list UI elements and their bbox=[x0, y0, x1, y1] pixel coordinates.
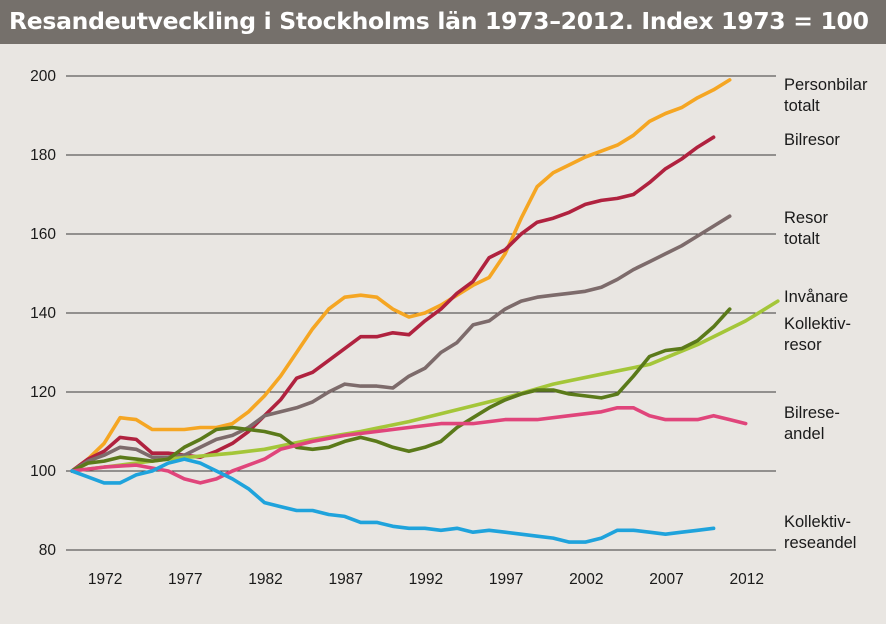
y-tick-label-120: 120 bbox=[30, 384, 56, 401]
x-tick-label-1987: 1987 bbox=[328, 571, 362, 588]
x-tick-label-1972: 1972 bbox=[88, 571, 122, 588]
x-tick-label-2002: 2002 bbox=[569, 571, 603, 588]
series-label-bilreseandel: Bilrese-andel bbox=[784, 404, 840, 443]
x-axis-ticks: 1972 1977 1982 1987 1992 1997 2002 2007 2012 bbox=[88, 571, 764, 588]
y-tick-label-100: 100 bbox=[30, 463, 56, 480]
series-line-kollektivreseandel bbox=[70, 457, 716, 544]
series-label-bilresor: Bilresor bbox=[784, 131, 840, 149]
series-line-bilreseandel bbox=[70, 406, 748, 485]
x-tick-label-1977: 1977 bbox=[168, 571, 202, 588]
chart-title: Resandeutveckling i Stockholms län 1973–… bbox=[9, 7, 869, 35]
series-line-kollektivresor bbox=[70, 307, 732, 473]
y-tick-label-140: 140 bbox=[30, 305, 56, 322]
series-label-kollektivresor: Kollektiv-resor bbox=[784, 315, 851, 354]
series-line-resor-totalt bbox=[70, 214, 732, 473]
series-label-invånare: Invånare bbox=[784, 288, 848, 306]
series-label-kollektivreseandel: Kollektiv-reseandel bbox=[784, 513, 856, 552]
y-tick-label-180: 180 bbox=[30, 147, 56, 164]
x-tick-label-2012: 2012 bbox=[729, 571, 763, 588]
title-bar: Resandeutveckling i Stockholms län 1973–… bbox=[0, 0, 886, 44]
series-lines bbox=[70, 78, 780, 544]
series-labels: Personbilar totalt Bilresor Resor totalt Invå… bbox=[784, 76, 868, 552]
gridlines bbox=[66, 75, 776, 551]
y-tick-label-160: 160 bbox=[30, 226, 56, 243]
series-line-personbilar-totalt bbox=[70, 78, 732, 473]
y-axis-ticks: 80 100 120 140 160 180 200 bbox=[30, 68, 56, 559]
y-tick-label-80: 80 bbox=[39, 542, 57, 559]
series-line-bilresor bbox=[70, 135, 716, 473]
y-tick-label-200: 200 bbox=[30, 68, 56, 85]
x-tick-label-1982: 1982 bbox=[248, 571, 282, 588]
x-tick-label-1992: 1992 bbox=[409, 571, 443, 588]
series-label-resor-totalt: Resor totalt bbox=[784, 209, 829, 248]
x-tick-label-2007: 2007 bbox=[649, 571, 683, 588]
series-line-invånare bbox=[70, 299, 780, 473]
x-tick-label-1997: 1997 bbox=[489, 571, 523, 588]
series-label-personbilar-totalt: Personbilar totalt bbox=[784, 76, 868, 115]
